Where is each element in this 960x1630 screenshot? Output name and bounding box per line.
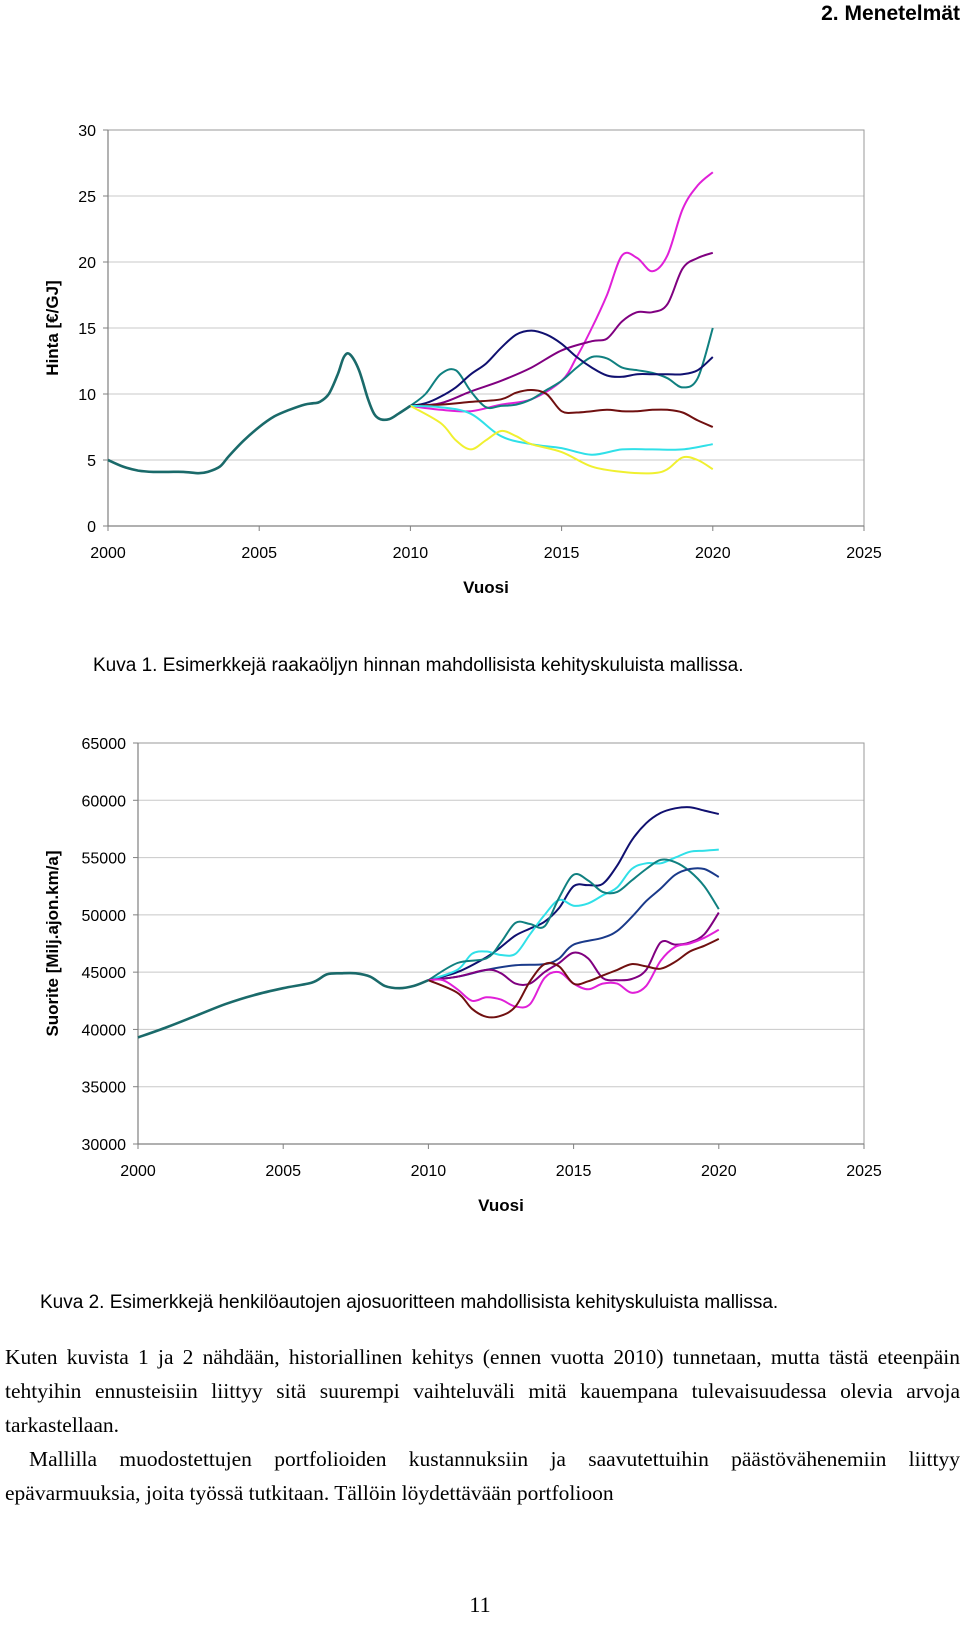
x-tick-label: 2010 bbox=[411, 1163, 447, 1180]
series-line-cyan bbox=[410, 404, 713, 456]
y-tick-label: 60000 bbox=[82, 793, 127, 810]
x-axis-label: Vuosi bbox=[463, 578, 509, 597]
y-tick-label: 45000 bbox=[82, 965, 127, 982]
y-tick-label: 30 bbox=[78, 123, 96, 140]
figure-2-caption: Kuva 2. Esimerkkejä henkilöautojen ajosu… bbox=[40, 1292, 779, 1313]
figure-2: 30000 35000 40000 45000 50000 55000 60000 65000… bbox=[0, 730, 960, 1310]
series-line-purple bbox=[428, 912, 720, 986]
x-tick-label: 2005 bbox=[241, 545, 277, 562]
y-tick-label: 65000 bbox=[82, 736, 127, 753]
y-tick-label: 20 bbox=[78, 255, 96, 272]
series-line-navy bbox=[428, 806, 720, 982]
series-line-magenta bbox=[410, 171, 714, 413]
series-line-navy bbox=[410, 329, 714, 407]
x-tick-label: 2015 bbox=[544, 545, 580, 562]
x-tick-label: 2015 bbox=[556, 1163, 592, 1180]
x-tick-label: 2020 bbox=[701, 1163, 737, 1180]
figure-1: 0 5 10 15 20 25 30 2000 2005 2010 2015 2020 2025 Vuos… bbox=[0, 90, 960, 650]
x-tick-label: 2010 bbox=[393, 545, 429, 562]
y-tick-label: 25 bbox=[78, 189, 96, 206]
y-tick-label: 15 bbox=[78, 321, 96, 338]
series-line-teal bbox=[427, 858, 720, 982]
history-line bbox=[107, 352, 412, 475]
series-line-darkred bbox=[427, 938, 720, 1019]
series-line-purple bbox=[410, 251, 714, 407]
series-line-cyan bbox=[428, 848, 719, 982]
series-line-navy2 bbox=[428, 867, 720, 982]
x-tick-label: 2025 bbox=[846, 545, 882, 562]
y-tick-label: 40000 bbox=[82, 1022, 127, 1039]
car-mileage-chart: 30000 35000 40000 45000 50000 55000 60000 65000… bbox=[43, 736, 882, 1215]
body-text: Kuten kuvista 1 ja 2 nähdään, historiall… bbox=[5, 1340, 960, 1510]
x-tick-label: 2000 bbox=[90, 545, 126, 562]
y-axis-label: Suorite [Milj.ajon.km/a] bbox=[43, 850, 62, 1036]
paragraph: Kuten kuvista 1 ja 2 nähdään, historiall… bbox=[5, 1345, 960, 1437]
series-line-darkred bbox=[410, 388, 714, 428]
y-axis-label: Hinta [€/GJ] bbox=[43, 280, 62, 375]
series-line-yellow bbox=[409, 405, 714, 475]
y-tick-label: 30000 bbox=[82, 1137, 127, 1154]
x-axis-label: Vuosi bbox=[478, 1196, 524, 1215]
series-line-magenta bbox=[428, 928, 720, 1009]
y-tick-label: 50000 bbox=[82, 908, 127, 925]
x-tick-label: 2000 bbox=[120, 1163, 156, 1180]
x-tick-label: 2020 bbox=[695, 545, 731, 562]
series-line-teal bbox=[409, 327, 714, 410]
y-tick-label: 55000 bbox=[82, 851, 127, 868]
history-line bbox=[137, 971, 429, 1039]
y-tick-label: 5 bbox=[87, 453, 96, 470]
y-tick-label: 0 bbox=[87, 519, 96, 536]
y-tick-label: 10 bbox=[78, 387, 96, 404]
figure-1-caption: Kuva 1. Esimerkkejä raakaöljyn hinnan ma… bbox=[93, 655, 744, 676]
page-number: 11 bbox=[469, 1592, 491, 1617]
y-tick-label: 35000 bbox=[82, 1080, 127, 1097]
x-tick-label: 2005 bbox=[265, 1163, 301, 1180]
paragraph: Mallilla muodostettujen portfolioiden ku… bbox=[5, 1447, 960, 1505]
section-header: 2. Menetelmät bbox=[821, 2, 960, 25]
x-tick-label: 2025 bbox=[846, 1163, 882, 1180]
